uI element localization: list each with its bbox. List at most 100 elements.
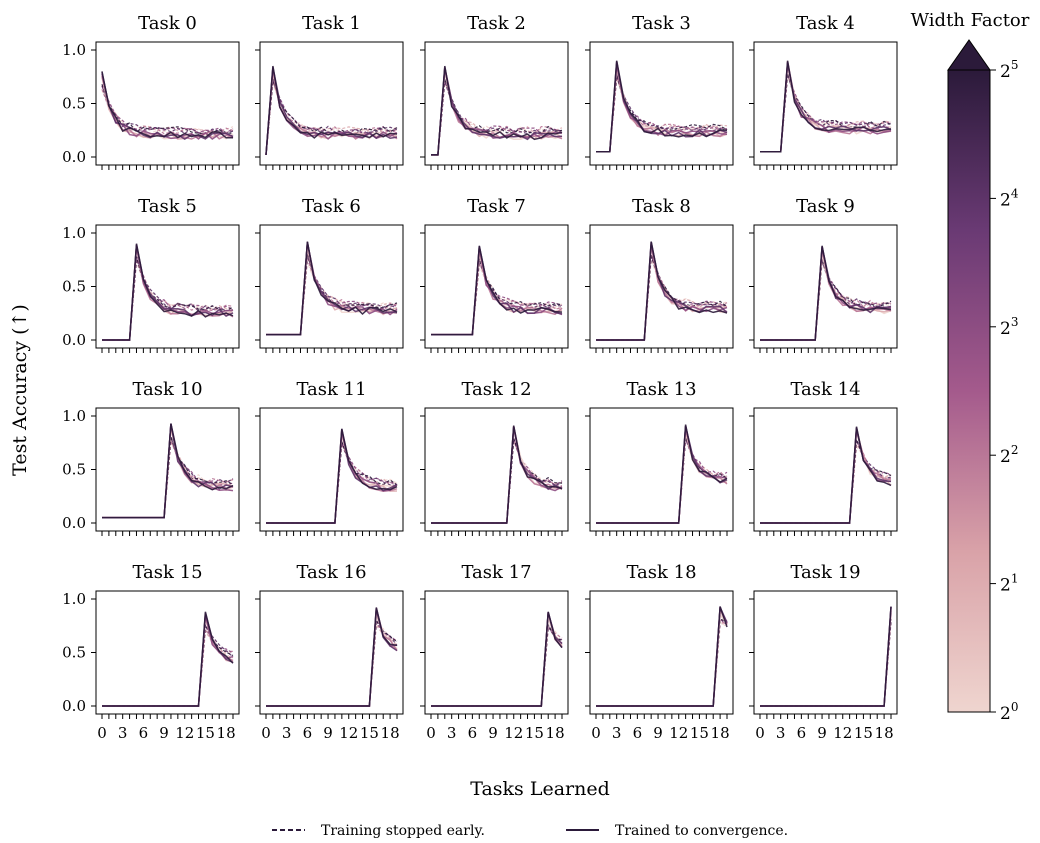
early-stop-line-width-16	[102, 623, 234, 707]
early-stop-line-width-16	[101, 85, 234, 135]
y-tick-label: 0.5	[62, 644, 86, 662]
subplot-task-6: Task 6	[255, 196, 404, 353]
converged-line-width-2	[266, 613, 398, 707]
early-stop-line-width-8	[101, 85, 234, 134]
x-tick-label: 12	[504, 724, 523, 742]
early-stop-line-width-2	[596, 619, 728, 707]
converged-line-width-8	[266, 431, 398, 524]
x-tick-label: 15	[360, 724, 379, 742]
converged-line-width-32	[596, 241, 728, 341]
y-tick-label: 1.0	[62, 590, 86, 608]
subplot-title: Task 2	[467, 13, 526, 34]
subplot-frame	[589, 41, 734, 166]
x-tick-label: 3	[118, 724, 128, 742]
subplot-title: Task 3	[632, 13, 691, 34]
early-stop-line-width-1	[266, 624, 398, 707]
subplot-task-3: Task 3	[585, 13, 734, 170]
early-stop-line-width-32	[102, 256, 234, 341]
x-tick-label: 15	[196, 724, 215, 742]
early-stop-line-width-32	[596, 73, 728, 153]
converged-line-width-16	[431, 426, 563, 524]
y-tick-label: 0.0	[62, 514, 86, 532]
early-stop-line-width-16	[596, 255, 728, 341]
x-tick-label: 3	[447, 724, 457, 742]
early-stop-line-width-1	[760, 74, 892, 153]
converged-line-width-4	[760, 610, 892, 707]
early-stop-line-width-16	[760, 439, 892, 524]
subplot-task-0: Task 0 0.0 0.5 1.0	[62, 13, 240, 170]
subplot-grid: Task 0 0.0 0.5 1.0 Task 1 Task 2 Task 3 Task 4 T…	[62, 13, 898, 742]
converged-line-width-4	[431, 249, 563, 336]
early-stop-line-width-8	[596, 256, 728, 341]
subplot-title: Task 12	[461, 379, 531, 400]
early-stop-line-width-32	[431, 78, 563, 156]
x-tick-label: 15	[690, 724, 709, 742]
subplot-task-14: Task 14	[749, 379, 898, 536]
early-stop-line-width-32	[431, 438, 563, 524]
subplot-frame	[259, 590, 404, 715]
subplot-task-2: Task 2	[420, 13, 569, 170]
early-stop-line-width-8	[760, 73, 892, 153]
subplot-title: Task 1	[302, 13, 361, 34]
subplot-title: Task 8	[632, 196, 691, 217]
x-tick-label: 3	[612, 724, 622, 742]
early-stop-line-width-2	[596, 438, 728, 524]
converged-line-width-1	[760, 428, 892, 524]
x-tick-label: 12	[833, 724, 852, 742]
converged-line-width-32	[760, 426, 892, 524]
converged-line-width-8	[431, 426, 563, 524]
converged-line-width-1	[266, 609, 398, 707]
converged-line-width-32	[266, 241, 398, 336]
legend-label-converged: Trained to convergence.	[615, 823, 788, 839]
subplot-task-19: Task 19 0 3 6 9 12 15 18	[749, 562, 898, 742]
subplot-title: Task 6	[302, 196, 361, 217]
subplot-task-15: Task 15 0.0 0.5 1.0 0 3 6 9 12 15 18	[62, 562, 240, 742]
early-stop-line-width-4	[596, 619, 728, 707]
early-stop-line-width-2	[596, 256, 728, 341]
converged-line-width-32	[266, 607, 398, 707]
early-stop-line-width-32	[596, 254, 728, 341]
converged-line-width-8	[596, 605, 728, 707]
colorbar-gradient	[947, 69, 991, 713]
subplot-task-11: Task 11	[255, 379, 404, 536]
converged-line-width-8	[101, 73, 234, 140]
early-stop-line-width-8	[596, 438, 728, 524]
converged-line-width-16	[266, 428, 398, 524]
x-tick-label: 18	[546, 724, 565, 742]
converged-line-width-16	[102, 245, 234, 341]
colorbar-extend-triangle	[947, 39, 991, 71]
legend-label-early: Training stopped early.	[321, 823, 485, 839]
subplot-frame	[95, 224, 240, 349]
subplot-task-8: Task 8	[585, 196, 734, 353]
converged-line-width-8	[102, 244, 234, 341]
subplot-frame	[95, 590, 240, 715]
converged-line-width-4	[265, 69, 398, 155]
x-tick-label: 0	[755, 724, 765, 742]
colorbar: Width Factor 20 21 22 23 24 25	[911, 10, 1030, 724]
converged-line-width-16	[760, 62, 892, 153]
converged-line-width-16	[596, 241, 728, 341]
early-stop-line-width-4	[596, 438, 728, 524]
converged-line-width-32	[431, 245, 563, 336]
early-stop-line-width-8	[596, 618, 728, 707]
y-axis-label: Test Accuracy (↑)	[9, 304, 31, 476]
colorbar-ticks: 20 21 22 23 24 25	[990, 58, 1019, 724]
converged-line-width-8	[102, 614, 234, 707]
x-tick-label: 18	[711, 724, 730, 742]
subplot-task-13: Task 13	[585, 379, 734, 536]
x-tick-label: 6	[633, 724, 643, 742]
converged-line-width-4	[102, 615, 234, 707]
subplot-task-10: Task 10 0.0 0.5 1.0	[62, 379, 240, 536]
converged-line-width-32	[760, 606, 892, 707]
converged-line-width-8	[596, 244, 728, 341]
converged-line-width-2	[760, 430, 892, 524]
subplot-frame	[753, 224, 898, 349]
y-tick-label: 0.5	[62, 461, 86, 479]
subplot-title: Task 13	[626, 379, 696, 400]
converged-line-width-2	[102, 246, 234, 341]
subplot-frame	[753, 41, 898, 166]
subplot-frame	[424, 407, 569, 532]
y-tick-label: 0.5	[62, 95, 86, 113]
converged-line-width-1	[102, 245, 234, 341]
subplot-frame	[424, 590, 569, 715]
